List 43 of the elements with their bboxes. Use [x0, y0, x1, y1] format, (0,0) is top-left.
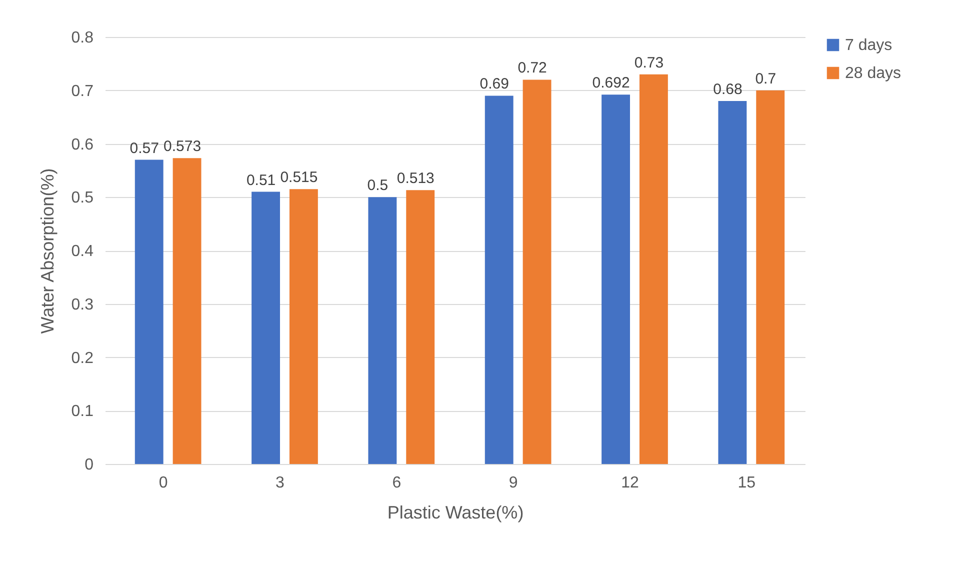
x-tick-label: 9: [508, 474, 518, 492]
bar: [756, 90, 785, 464]
x-axis-title: Plastic Waste(%): [387, 502, 524, 522]
bar: [134, 160, 164, 464]
bar: [484, 96, 514, 464]
y-tick-label: 0.7: [71, 82, 94, 100]
y-tick-label: 0.2: [71, 350, 94, 367]
data-label: 0.72: [518, 60, 547, 77]
bar: [639, 74, 668, 464]
y-tick-label: 0: [84, 456, 94, 474]
bar: [368, 197, 397, 464]
x-tick-label: 12: [621, 474, 639, 492]
bar: [252, 192, 280, 464]
x-tick-label: 6: [392, 474, 402, 492]
data-label: 0.515: [280, 169, 318, 186]
data-label: 0.692: [592, 74, 630, 92]
data-label: 0.7: [755, 70, 776, 88]
bar: [172, 158, 202, 464]
y-tick-label: 0.1: [71, 403, 94, 420]
data-label: 0.73: [634, 54, 664, 72]
bar: [718, 101, 747, 464]
bar: [522, 80, 552, 464]
data-label: 0.69: [480, 76, 509, 93]
y-tick-label: 0.6: [71, 136, 94, 154]
x-tick-label: 0: [158, 474, 168, 492]
x-tick-label: 15: [738, 474, 756, 492]
bar: [289, 189, 318, 464]
bar: [406, 190, 435, 464]
bar: [602, 94, 630, 464]
data-label: 0.68: [713, 81, 742, 98]
y-axis-title: Water Absorption(%): [37, 168, 58, 334]
y-tick-label: 0.4: [71, 243, 94, 260]
data-label: 0.51: [246, 172, 276, 189]
y-tick-label: 0.3: [71, 296, 94, 314]
legend-label: 7 days: [845, 37, 892, 54]
y-tick-label: 0.8: [71, 30, 94, 46]
legend-label: 28 days: [845, 65, 902, 82]
data-label: 0.573: [164, 138, 202, 156]
data-label: 0.5: [367, 177, 388, 194]
y-tick-label: 0.5: [71, 190, 94, 207]
data-label: 0.57: [130, 140, 159, 157]
x-tick-label: 3: [276, 474, 285, 492]
data-label: 0.513: [396, 170, 434, 188]
